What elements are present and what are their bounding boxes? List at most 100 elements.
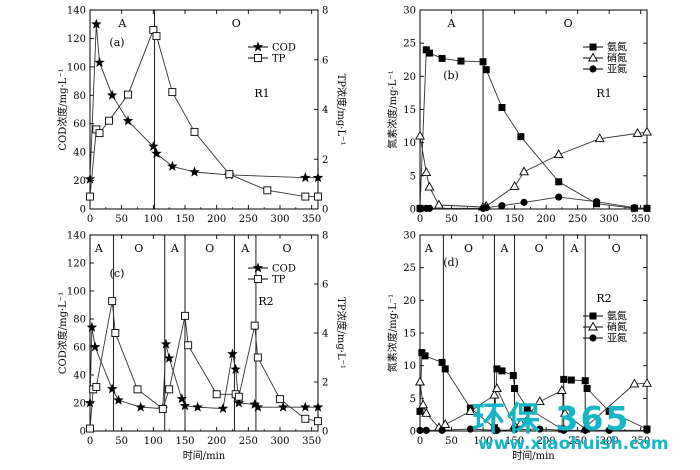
phase-label: O — [282, 242, 291, 255]
y2-axis-label: TP浓度/mg·L⁻¹ — [335, 74, 348, 146]
watermark-url-text: www.xiaohuish.com — [478, 434, 669, 454]
data-point — [465, 405, 476, 415]
x-tick-label: 300 — [600, 436, 619, 447]
y2-tick-label: 2 — [322, 155, 328, 166]
data-point — [314, 192, 322, 201]
series-line-1 — [89, 24, 318, 180]
y2-axis-label: TP浓度/mg·L⁻¹ — [335, 297, 348, 369]
x-tick-label: 50 — [115, 436, 128, 447]
data-point — [276, 395, 284, 404]
data-point — [108, 297, 117, 306]
x-tick-label: 250 — [239, 436, 258, 447]
phase-label: A — [500, 242, 510, 255]
data-point — [605, 407, 613, 415]
data-point — [249, 398, 260, 409]
data-point — [491, 383, 502, 392]
data-point — [227, 348, 238, 359]
watermark-logo: 环保 365 — [472, 392, 630, 440]
legend-label: 亚氮 — [607, 332, 627, 345]
y2-tick-label: 8 — [322, 231, 328, 242]
phase-label: A — [117, 17, 127, 30]
data-point — [498, 202, 506, 210]
data-point — [300, 401, 311, 412]
legend-label: 硝氮 — [607, 321, 627, 334]
legend-marker — [254, 54, 262, 62]
data-point — [312, 401, 324, 412]
x-tick-label: 200 — [207, 214, 226, 225]
reactor-label: R1 — [254, 87, 269, 100]
data-point — [95, 129, 104, 138]
data-point — [234, 392, 243, 401]
data-point — [438, 426, 446, 434]
data-point — [416, 426, 424, 434]
x-axis-label: 时间/min — [183, 449, 226, 462]
data-point — [482, 204, 490, 212]
data-point — [555, 178, 563, 186]
data-point — [158, 405, 167, 413]
data-point — [192, 401, 203, 412]
series-line-3 — [419, 196, 648, 210]
y2-tick-label: 2 — [322, 378, 328, 389]
data-point — [594, 133, 605, 143]
data-point — [560, 426, 568, 434]
phase-label: O — [134, 242, 143, 255]
series-line-2 — [89, 301, 319, 429]
x-tick-label: 100 — [144, 214, 163, 225]
legend-marker — [252, 41, 264, 52]
data-point — [479, 58, 487, 66]
data-point — [86, 192, 94, 201]
y-tick-label: 60 — [73, 119, 86, 130]
legend-marker — [588, 52, 598, 62]
phase-label: A — [424, 242, 434, 255]
y-tick-label: 0 — [410, 427, 416, 438]
y-tick-label: 0 — [80, 205, 86, 216]
data-point — [111, 329, 120, 337]
x-tick-label: 100 — [144, 436, 163, 447]
data-point — [176, 393, 188, 404]
watermark-logo-text: 环保 365 — [472, 399, 631, 438]
data-point — [94, 57, 105, 68]
y-tick-label: 5 — [410, 394, 416, 405]
data-point — [511, 385, 519, 393]
x-tick-label: 350 — [631, 214, 650, 225]
legend-label: TP — [272, 54, 286, 65]
data-point — [536, 425, 544, 433]
panel-label: (a) — [109, 36, 124, 49]
data-point — [509, 371, 517, 379]
x-tick-label: 50 — [115, 214, 128, 225]
legend-marker — [589, 334, 597, 342]
x-tick-label: 300 — [600, 214, 619, 225]
data-point — [89, 341, 101, 352]
data-point — [277, 401, 289, 412]
y2-tick-label: 6 — [322, 280, 328, 291]
y2-tick-label: 0 — [322, 205, 328, 216]
data-point — [534, 396, 545, 406]
data-point — [509, 181, 520, 190]
phase-label: O — [232, 17, 241, 30]
data-point — [179, 400, 191, 411]
y-tick-label: 100 — [67, 62, 86, 73]
legend-marker — [252, 262, 264, 273]
data-point — [168, 88, 177, 97]
phase-label: O — [535, 242, 544, 255]
y-tick-label: 20 — [73, 176, 86, 187]
x-tick-label: 200 — [537, 214, 556, 225]
data-point — [643, 204, 651, 212]
data-point — [263, 186, 272, 195]
y-axis-label: COD浓度/mg·L⁻¹ — [56, 292, 69, 374]
y-axis-label: 氮素浓度/mg·L⁻¹ — [386, 294, 399, 372]
data-point — [425, 204, 434, 212]
x-tick-label: 200 — [537, 436, 556, 447]
data-point — [181, 311, 189, 320]
chart-panel-4: 0 50 100 150 200 250 300 350 0 5 10 15 20 25 30 氮素浓度/mg… — [386, 231, 652, 462]
y-axis-label: COD浓度/mg·L⁻¹ — [56, 68, 69, 150]
data-point — [84, 397, 96, 408]
y-tick-label: 80 — [73, 315, 86, 326]
data-point — [106, 383, 118, 394]
data-point — [301, 192, 310, 201]
data-point — [212, 390, 221, 399]
data-point — [515, 417, 526, 427]
phase-label: O — [564, 17, 573, 30]
legend-marker — [254, 275, 262, 283]
